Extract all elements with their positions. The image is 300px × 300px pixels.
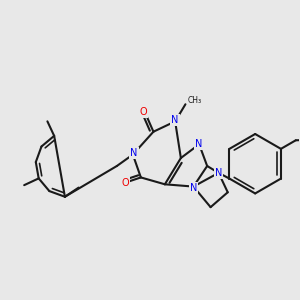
Text: O: O — [139, 107, 147, 117]
Text: CH₃: CH₃ — [188, 96, 202, 105]
Text: N: N — [196, 139, 203, 149]
Text: N: N — [190, 183, 197, 193]
Text: N: N — [215, 168, 222, 178]
Text: N: N — [172, 115, 179, 125]
Text: N: N — [130, 148, 138, 158]
Text: O: O — [121, 178, 129, 188]
